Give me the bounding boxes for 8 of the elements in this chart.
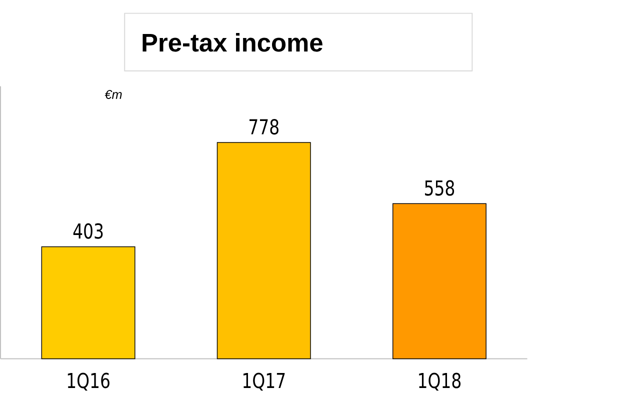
x-tick-label: 1Q18 <box>419 372 461 391</box>
x-tick-label: 1Q16 <box>68 372 110 391</box>
chart-title: Pre-tax income <box>142 33 322 52</box>
data-label: 403 <box>73 223 103 239</box>
y-axis-title: €m <box>104 90 122 99</box>
x-tick-label: 1Q17 <box>243 372 285 391</box>
data-label: 778 <box>250 118 278 135</box>
data-label: 558 <box>425 180 454 196</box>
